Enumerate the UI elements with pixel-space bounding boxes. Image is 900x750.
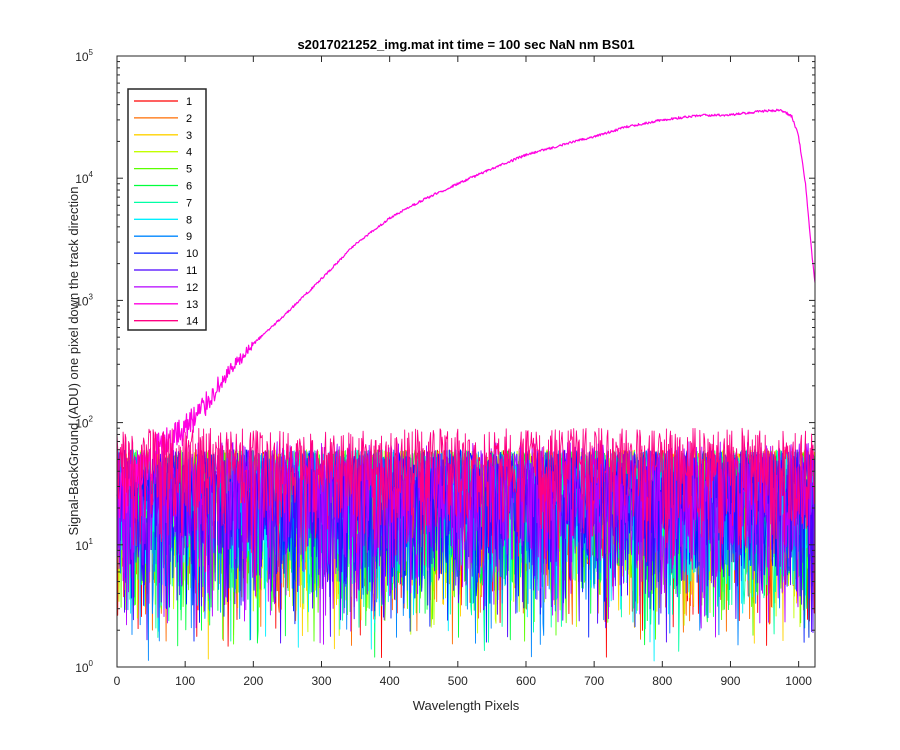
y-tick-label: 105 xyxy=(75,48,93,64)
y-tick-label: 101 xyxy=(75,537,93,553)
x-tick-label: 200 xyxy=(243,674,263,688)
legend-label-4: 4 xyxy=(186,147,192,159)
legend-label-9: 9 xyxy=(186,231,192,243)
legend-label-14: 14 xyxy=(186,316,198,328)
series-layer xyxy=(116,108,816,662)
x-tick-label: 400 xyxy=(380,674,400,688)
legend-label-7: 7 xyxy=(186,197,192,209)
x-tick-label: 600 xyxy=(516,674,536,688)
legend-label-2: 2 xyxy=(186,113,192,125)
plot-area: 0 100 200 300 400 500 600 700 800 900 1000 1001011… xyxy=(75,48,816,688)
y-tick-label: 100 xyxy=(75,659,93,675)
x-tick-label: 700 xyxy=(584,674,604,688)
y-axis-label: Signal-BackGround (ADU) one pixel down t… xyxy=(66,186,81,535)
x-tick-label: 0 xyxy=(114,674,121,688)
legend-box xyxy=(127,88,207,331)
legend-label-12: 12 xyxy=(186,282,198,294)
legend-label-1: 1 xyxy=(186,96,192,108)
legend-label-3: 3 xyxy=(186,130,192,142)
legend-label-13: 13 xyxy=(186,299,198,311)
x-axis-label: Wavelength Pixels xyxy=(413,698,520,713)
legend-label-11: 11 xyxy=(186,265,197,277)
chart-title: s2017021252_img.mat int time = 100 sec N… xyxy=(297,37,634,52)
x-tick-label: 300 xyxy=(311,674,331,688)
legend-label-8: 8 xyxy=(186,214,192,226)
y-tick-label: 104 xyxy=(75,170,93,186)
x-tick-label: 800 xyxy=(652,674,672,688)
y-tick-label: 103 xyxy=(75,292,93,308)
x-tick-label: 1000 xyxy=(785,674,812,688)
series-line-13 xyxy=(116,108,816,519)
x-tick-label: 100 xyxy=(175,674,195,688)
legend-label-5: 5 xyxy=(186,164,192,176)
legend-label-10: 10 xyxy=(186,248,198,260)
x-tick-label: 900 xyxy=(720,674,740,688)
x-axis-ticks: 0 100 200 300 400 500 600 700 800 900 1000 xyxy=(114,56,812,688)
y-tick-label: 102 xyxy=(75,415,93,431)
x-tick-label: 500 xyxy=(448,674,468,688)
series-line-14 xyxy=(116,427,816,577)
legend-label-6: 6 xyxy=(186,181,192,193)
axes-box xyxy=(116,55,816,668)
